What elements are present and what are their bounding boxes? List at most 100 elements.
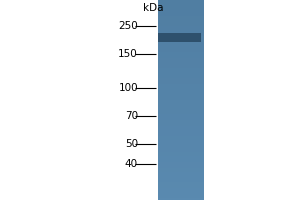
- Bar: [158, 196, 204, 198]
- Bar: [158, 40, 204, 42]
- Bar: [158, 118, 204, 120]
- Bar: [158, 164, 204, 166]
- Bar: [158, 80, 204, 82]
- Bar: [158, 156, 204, 158]
- Bar: [158, 70, 204, 72]
- Bar: [158, 128, 204, 130]
- Bar: [158, 154, 204, 156]
- Bar: [158, 50, 204, 52]
- Bar: [158, 194, 204, 196]
- Bar: [158, 34, 204, 36]
- Bar: [158, 188, 204, 190]
- Bar: [158, 36, 204, 38]
- Bar: [158, 108, 204, 110]
- Bar: [158, 186, 204, 188]
- Text: 70: 70: [125, 111, 138, 121]
- Bar: [158, 0, 204, 200]
- Bar: [158, 144, 204, 146]
- Bar: [158, 14, 204, 16]
- Bar: [158, 172, 204, 174]
- Bar: [158, 82, 204, 84]
- Bar: [158, 22, 204, 24]
- Text: kDa: kDa: [143, 3, 163, 13]
- Bar: [158, 12, 204, 14]
- Bar: [158, 152, 204, 154]
- Bar: [158, 100, 204, 102]
- Bar: [158, 68, 204, 70]
- Bar: [158, 32, 204, 34]
- Bar: [158, 146, 204, 148]
- Bar: [158, 124, 204, 126]
- Bar: [158, 94, 204, 96]
- Bar: [158, 24, 204, 26]
- Bar: [158, 90, 204, 92]
- Bar: [158, 60, 204, 62]
- Text: 150: 150: [118, 49, 138, 59]
- Bar: [158, 170, 204, 172]
- Bar: [158, 136, 204, 138]
- Bar: [158, 162, 204, 164]
- Bar: [158, 116, 204, 118]
- Bar: [158, 58, 204, 60]
- Bar: [158, 176, 204, 178]
- Bar: [158, 112, 204, 114]
- Bar: [158, 28, 204, 30]
- Bar: [158, 174, 204, 176]
- Bar: [158, 104, 204, 106]
- Bar: [158, 96, 204, 98]
- Bar: [158, 190, 204, 192]
- Bar: [158, 56, 204, 58]
- Text: 50: 50: [125, 139, 138, 149]
- Bar: [158, 72, 204, 74]
- Bar: [158, 198, 204, 200]
- Bar: [158, 62, 204, 64]
- Bar: [158, 20, 204, 22]
- Bar: [158, 30, 204, 32]
- Bar: [158, 138, 204, 140]
- Bar: [158, 126, 204, 128]
- Bar: [158, 52, 204, 54]
- Bar: [158, 102, 204, 104]
- Bar: [158, 74, 204, 76]
- Bar: [158, 6, 204, 8]
- Bar: [158, 130, 204, 132]
- Bar: [158, 48, 204, 50]
- Bar: [158, 158, 204, 160]
- Bar: [158, 86, 204, 88]
- Bar: [158, 84, 204, 86]
- Bar: [158, 180, 204, 182]
- Bar: [158, 142, 204, 144]
- Text: 250: 250: [118, 21, 138, 31]
- Bar: [158, 110, 204, 112]
- Bar: [158, 88, 204, 90]
- Bar: [158, 168, 204, 170]
- Bar: [158, 44, 204, 46]
- Bar: [158, 26, 204, 28]
- Bar: [158, 46, 204, 48]
- Bar: [158, 182, 204, 184]
- Bar: [158, 92, 204, 94]
- Bar: [158, 42, 204, 44]
- Bar: [158, 64, 204, 66]
- Bar: [158, 178, 204, 180]
- Bar: [158, 33, 201, 42]
- Bar: [158, 78, 204, 80]
- Bar: [158, 38, 204, 40]
- Bar: [158, 106, 204, 108]
- Bar: [158, 134, 204, 136]
- Bar: [158, 66, 204, 68]
- Bar: [158, 148, 204, 150]
- Bar: [158, 132, 204, 134]
- Bar: [158, 18, 204, 20]
- Text: 100: 100: [118, 83, 138, 93]
- Bar: [158, 10, 204, 12]
- Bar: [158, 98, 204, 100]
- Bar: [158, 8, 204, 10]
- Bar: [158, 160, 204, 162]
- Bar: [158, 140, 204, 142]
- Bar: [158, 76, 204, 78]
- Bar: [158, 120, 204, 122]
- Bar: [158, 150, 204, 152]
- Bar: [158, 4, 204, 6]
- Bar: [158, 54, 204, 56]
